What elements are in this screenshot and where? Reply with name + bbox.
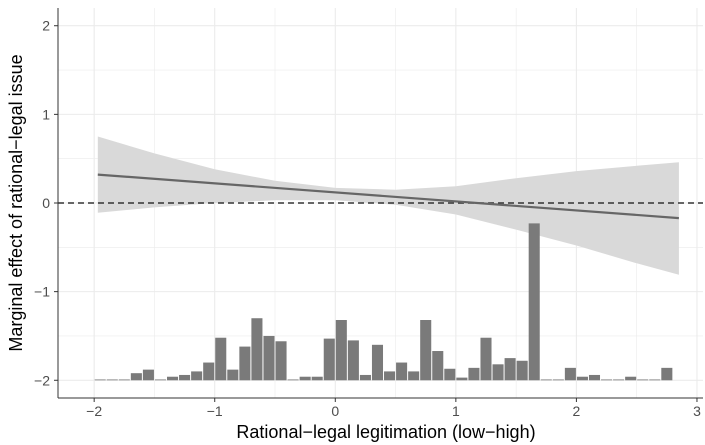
histogram-bar [528,223,540,381]
histogram-bar [275,341,287,381]
histogram-bar [239,346,251,381]
histogram-bar [359,374,371,381]
x-tick-label: 2 [573,403,581,419]
histogram-bar [444,368,456,381]
histogram-bar [564,367,576,381]
histogram-bar [167,376,179,381]
histogram-bar [492,364,504,381]
histogram-bar [347,340,359,381]
y-tick-label: 2 [42,18,50,34]
marginal-effect-line [97,173,679,220]
histogram-bar [299,376,311,381]
histogram-bar [480,337,492,381]
histogram-bar [408,371,420,381]
histogram-bar [625,376,637,381]
histogram-bar [323,338,335,381]
histogram-bar [142,369,154,381]
histogram-bar [94,379,106,381]
histogram-bar [371,344,384,381]
grid-lines [58,8,703,398]
histogram-bar [335,320,347,381]
x-tick-label: 3 [693,403,701,419]
histogram-bar [118,379,130,381]
histogram-bar [516,360,528,381]
y-axis-title: Marginal effect of rational−legal issue [6,54,26,351]
x-tick-label: −2 [86,403,102,419]
histogram-bar [384,371,396,381]
histogram-bar [468,367,480,381]
histogram-bar [613,379,625,381]
histogram-bar [215,337,227,381]
histogram-bar [576,376,588,381]
y-tick-label: 0 [42,195,50,211]
histogram-bar [552,379,564,381]
histogram-bar [263,335,275,381]
confidence-band [97,136,679,275]
effect-lines [58,173,703,220]
y-tick-label: −1 [34,284,50,300]
x-tick-label: 0 [331,403,339,419]
y-tick-label: −2 [34,372,50,388]
histogram-bar [601,379,613,381]
histogram-bar [420,320,432,381]
tick-labels: −2 −1 0 1 2 3 −2 −1 0 1 2 [34,18,701,419]
histogram-bar [311,376,323,381]
histogram-bar [432,351,444,381]
x-axis-title: Rational−legal legitimation (low−high) [236,422,535,442]
confidence-band-area [97,136,679,275]
histogram-bar [649,379,661,381]
axes [54,8,703,402]
histogram-bar [637,379,649,381]
histogram-bar [504,358,516,381]
histogram-bar [661,367,673,381]
histogram-bar [227,369,239,381]
histogram-bar [456,377,468,381]
y-tick-label: 1 [42,106,50,122]
histogram-bar [203,362,215,381]
histogram-bar [396,362,408,381]
histogram-bar [154,379,167,381]
histogram-bar [130,373,142,381]
histogram-bar [588,374,601,381]
histogram-bar [251,318,263,381]
histogram-bar [191,371,203,381]
x-tick-label: 1 [452,403,460,419]
histogram-bar [540,379,552,381]
histogram-bar [179,374,191,381]
histogram-bar [287,379,299,381]
histogram-bars [94,223,673,381]
histogram-bar [106,379,118,381]
x-tick-label: −1 [207,403,223,419]
